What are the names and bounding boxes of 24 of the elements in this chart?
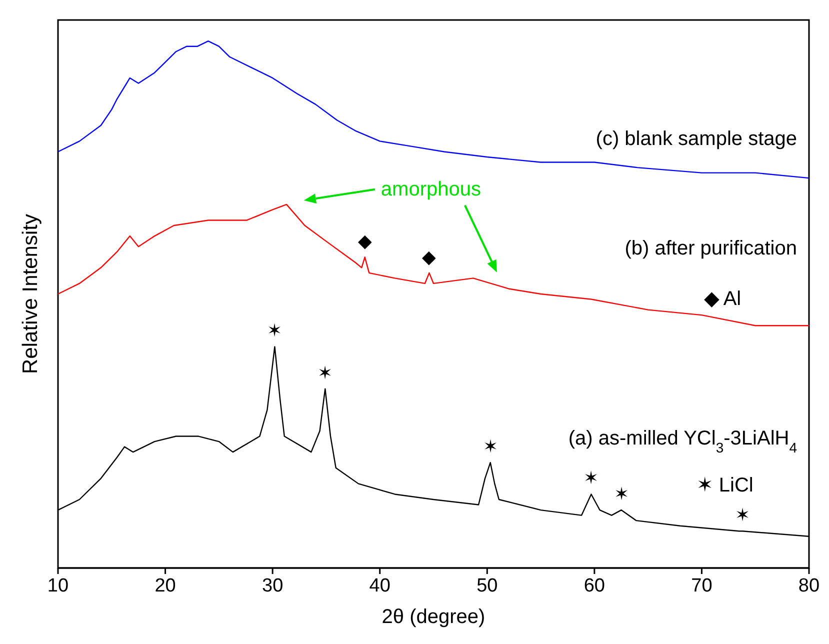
annotation: ◆ Al — [704, 288, 742, 310]
y-axis-title: Relative Intensity — [18, 214, 42, 374]
x-tick-label: 40 — [369, 575, 390, 596]
x-tick-label: 50 — [476, 575, 498, 596]
annotation: ✶ — [734, 505, 750, 526]
annotation: ✶ — [584, 468, 599, 488]
annotation: ✶ LiCl — [696, 474, 754, 496]
annotation: ◆ — [358, 231, 372, 252]
x-axis-title: 2θ (degree) — [382, 606, 486, 628]
text: (b) after purification — [624, 238, 797, 260]
annotation: amorphous — [380, 178, 481, 200]
annotation: ✶ — [482, 436, 498, 457]
x-tick-label: 70 — [691, 575, 712, 596]
series-label: (c) blank sample stage — [596, 128, 797, 150]
annotation: ◆ — [422, 246, 436, 267]
annotation: ✶ — [267, 320, 282, 341]
x-tick-label: 10 — [47, 575, 69, 596]
text: (a) as-milled YCl$_{3}$-3LiAlH$_{4}$ — [568, 428, 798, 456]
x-tick-label: 30 — [262, 575, 284, 596]
annotation: ✶ — [614, 484, 629, 504]
x-tick-label: 20 — [154, 575, 176, 596]
annotation: ✶ — [318, 362, 333, 383]
x-tick-label: 60 — [584, 575, 605, 596]
x-tick-label: 80 — [798, 575, 820, 596]
